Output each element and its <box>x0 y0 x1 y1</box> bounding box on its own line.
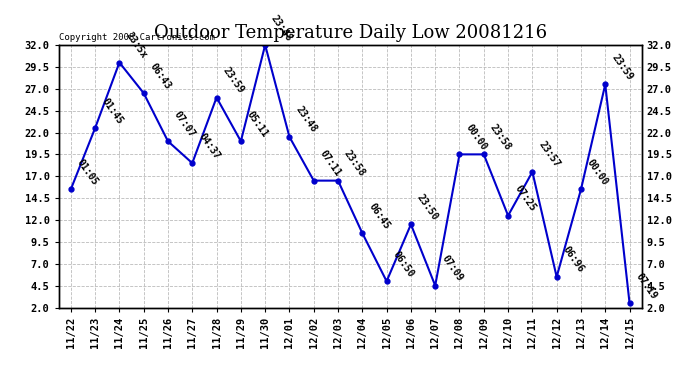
Text: 23:58: 23:58 <box>342 148 367 178</box>
Text: 07:25: 07:25 <box>512 184 538 213</box>
Text: 23:58: 23:58 <box>488 122 513 152</box>
Text: 06:50: 06:50 <box>391 249 416 279</box>
Text: 23:5x: 23:5x <box>124 30 148 60</box>
Text: 07:19: 07:19 <box>633 271 659 301</box>
Title: Outdoor Temperature Daily Low 20081216: Outdoor Temperature Daily Low 20081216 <box>154 24 546 42</box>
Text: 23:48: 23:48 <box>294 105 319 135</box>
Text: 07:11: 07:11 <box>318 148 343 178</box>
Text: 06:96: 06:96 <box>561 245 586 275</box>
Text: 06:45: 06:45 <box>366 201 391 231</box>
Text: 00:00: 00:00 <box>464 122 489 152</box>
Text: Copyright 2008 Cartronics.com: Copyright 2008 Cartronics.com <box>59 33 215 42</box>
Text: 04:37: 04:37 <box>197 131 221 161</box>
Text: 00:00: 00:00 <box>585 158 610 187</box>
Text: 01:05: 01:05 <box>75 158 100 187</box>
Text: 06:43: 06:43 <box>148 61 173 91</box>
Text: 23:50: 23:50 <box>415 192 440 222</box>
Text: 23:48: 23:48 <box>269 13 295 43</box>
Text: 23:59: 23:59 <box>221 66 246 95</box>
Text: 07:09: 07:09 <box>440 254 464 284</box>
Text: 01:45: 01:45 <box>99 96 124 126</box>
Text: 07:07: 07:07 <box>172 109 197 139</box>
Text: 23:59: 23:59 <box>609 53 635 82</box>
Text: 23:57: 23:57 <box>537 140 562 170</box>
Text: 05:11: 05:11 <box>245 109 270 139</box>
